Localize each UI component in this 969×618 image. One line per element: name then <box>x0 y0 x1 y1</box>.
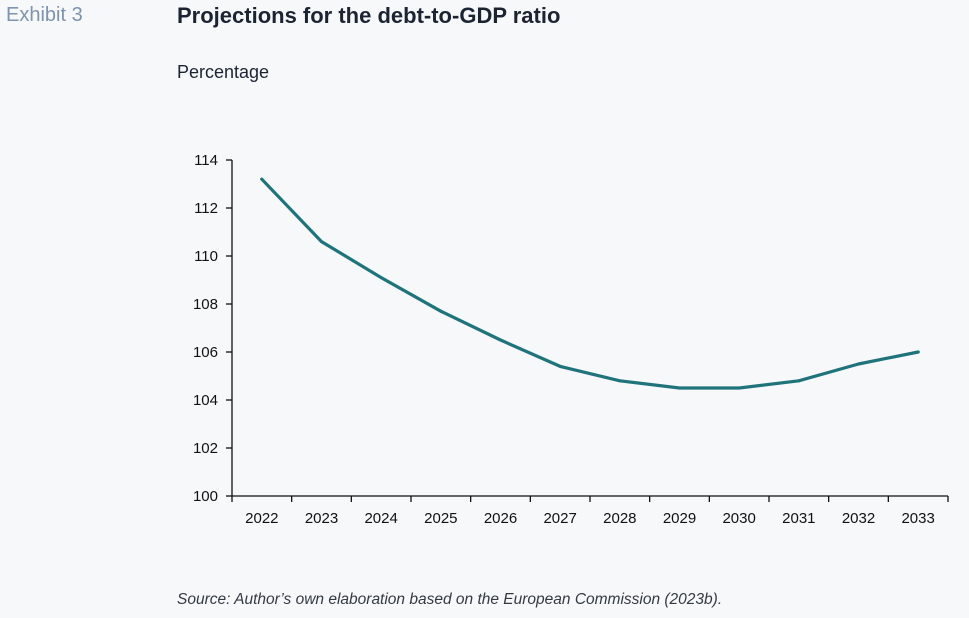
chart-series <box>260 177 920 390</box>
data-point <box>379 276 383 280</box>
data-point <box>678 386 681 390</box>
x-tick-label: 2030 <box>722 510 755 527</box>
y-tick-label: 110 <box>194 248 218 265</box>
data-point <box>916 350 920 354</box>
data-point <box>260 177 264 181</box>
x-tick-label: 2022 <box>245 510 278 527</box>
data-point <box>499 338 502 342</box>
x-tick-label: 2025 <box>424 510 457 527</box>
data-point <box>797 379 801 383</box>
chart-axes <box>226 159 949 502</box>
x-tick-label: 2027 <box>543 510 576 527</box>
x-tick-label: 2031 <box>782 510 815 527</box>
y-tick-label: 104 <box>193 392 218 409</box>
data-point <box>320 240 323 244</box>
y-tick-label: 114 <box>194 152 218 169</box>
x-tick-label: 2023 <box>305 510 338 527</box>
series-line <box>260 177 920 390</box>
chart-tick-labels: 100 102 104 106 108 110 112 114 2022 2023 2024 2025… <box>193 152 935 527</box>
y-tick-label: 100 <box>193 488 218 505</box>
x-tick-label: 2032 <box>842 510 875 527</box>
exhibit-label: Exhibit 3 <box>6 4 83 26</box>
x-tick-label: 2033 <box>901 510 934 527</box>
chart-title: Projections for the debt-to-GDP ratio <box>177 3 561 28</box>
y-tick-label: 108 <box>193 296 218 313</box>
data-point <box>439 309 443 313</box>
data-point <box>857 362 860 366</box>
x-tick-label: 2024 <box>364 510 397 527</box>
source-note: Source: Author’s own elaboration based o… <box>177 591 723 608</box>
y-tick-label: 112 <box>194 200 218 217</box>
x-tick-label: 2026 <box>484 510 517 527</box>
data-point <box>558 364 562 368</box>
x-tick-label: 2028 <box>603 510 636 527</box>
data-point <box>618 379 622 383</box>
y-tick-label: 102 <box>193 440 218 457</box>
data-point <box>737 386 741 390</box>
y-axis-unit-label: Percentage <box>177 62 270 82</box>
y-tick-label: 106 <box>193 344 218 361</box>
x-tick-label: 2029 <box>663 510 696 527</box>
